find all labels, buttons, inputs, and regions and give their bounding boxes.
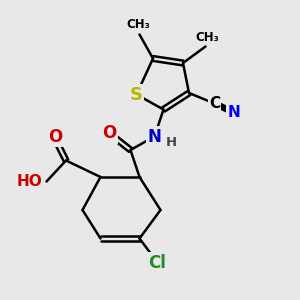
Text: N: N [148, 128, 161, 146]
Text: H: H [166, 136, 177, 149]
Text: Cl: Cl [148, 254, 166, 272]
Text: S: S [130, 85, 143, 103]
Text: CH₃: CH₃ [195, 31, 219, 44]
Text: N: N [228, 105, 240, 120]
Text: O: O [48, 128, 63, 146]
Text: C: C [209, 96, 220, 111]
Text: CH₃: CH₃ [126, 19, 150, 32]
Text: O: O [102, 124, 117, 142]
Text: HO: HO [16, 174, 42, 189]
